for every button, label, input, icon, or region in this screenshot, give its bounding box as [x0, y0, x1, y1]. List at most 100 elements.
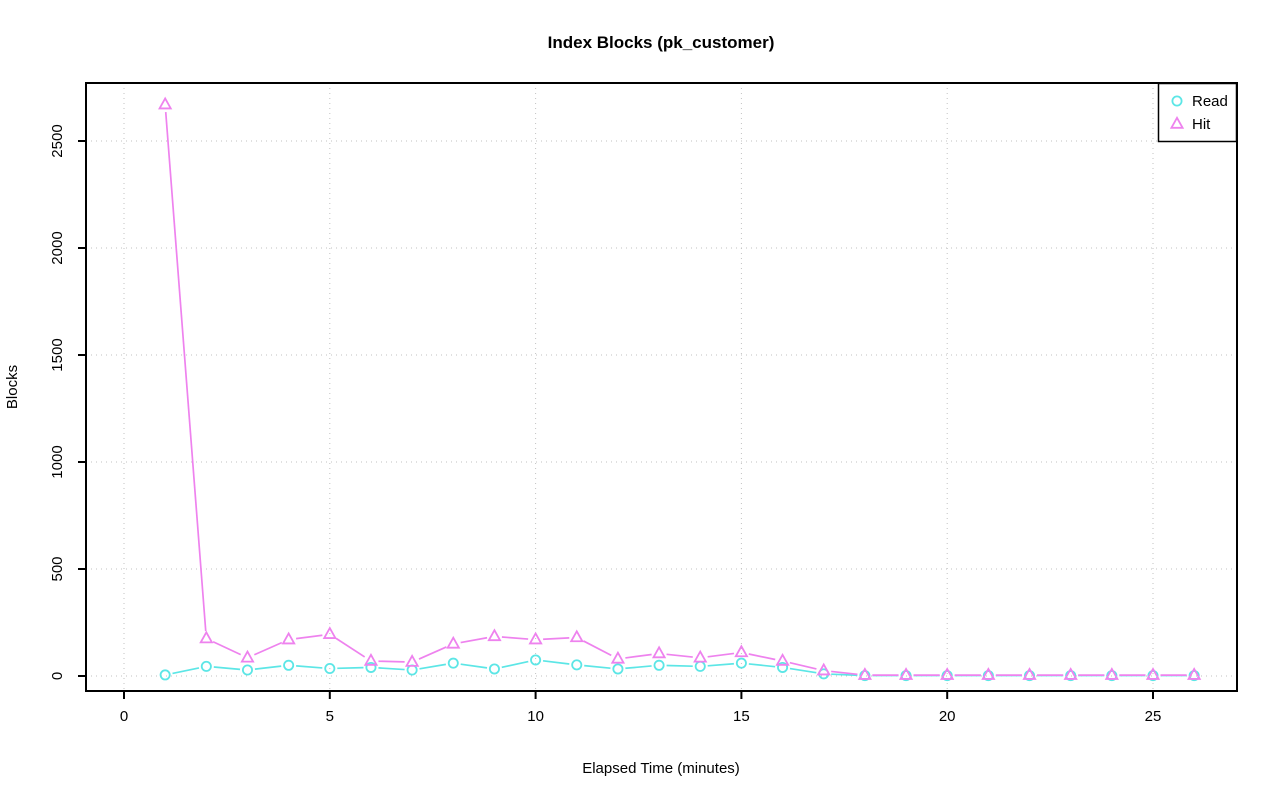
series-line-read — [789, 667, 817, 674]
series-line-hit — [625, 653, 652, 659]
series-line-read — [296, 665, 323, 669]
y-axis-label: Blocks — [4, 365, 21, 409]
legend-label-hit: Hit — [1192, 116, 1211, 133]
series-line-read — [254, 665, 282, 671]
series-line-hit — [378, 660, 405, 663]
y-tick-label: 0 — [49, 672, 66, 680]
series-line-hit — [253, 641, 283, 656]
grid-layer — [86, 83, 1237, 691]
x-tick-label: 20 — [939, 708, 956, 725]
series-line-hit — [501, 636, 529, 640]
legend-box — [1157, 82, 1238, 143]
axis-layer: 0 5 10 15 20 25 0 500 1000 1500 2000 2500 — [49, 124, 1161, 725]
x-tick-label: 0 — [120, 708, 128, 725]
series-line-hit — [583, 640, 612, 657]
data-point-read — [488, 663, 500, 675]
data-point-hit — [158, 96, 173, 110]
chart-title: Index Blocks (pk_customer) — [548, 33, 775, 52]
y-tick-label: 500 — [49, 556, 66, 581]
x-tick-label: 5 — [326, 708, 334, 725]
series-line-read — [460, 663, 488, 669]
series-line-read — [501, 660, 529, 669]
series-line-hit — [666, 653, 693, 658]
data-point-hit — [446, 635, 461, 649]
x-tick-label: 15 — [733, 708, 750, 725]
data-point-read — [365, 661, 377, 673]
data-point-hit — [199, 630, 214, 644]
series-line-hit — [831, 670, 858, 676]
data-point-hit — [775, 652, 790, 666]
series-line-read — [172, 667, 200, 675]
series-line-hit — [164, 112, 207, 632]
series-line-hit — [748, 653, 776, 661]
legend-label-read: Read — [1192, 93, 1228, 110]
hit-series-icon — [1169, 115, 1185, 129]
data-point-hit — [1145, 667, 1161, 680]
x-tick-label: 25 — [1145, 708, 1162, 725]
series-layer — [158, 96, 1202, 682]
series-line-hit — [418, 646, 447, 660]
series-line-read — [707, 662, 734, 667]
series-line-read — [584, 664, 611, 670]
data-point-hit — [651, 645, 667, 659]
series-line-read — [625, 665, 652, 670]
y-tick-label: 2500 — [49, 124, 66, 157]
data-point-hit — [487, 628, 502, 642]
data-point-hit — [281, 631, 296, 645]
data-point-read — [324, 663, 336, 675]
series-line-read — [419, 663, 447, 670]
data-point-read — [735, 657, 747, 669]
data-point-hit — [240, 649, 255, 663]
data-point-read — [653, 659, 665, 671]
series-line-hit — [789, 661, 817, 670]
data-point-read — [447, 657, 459, 669]
data-point-read — [241, 664, 253, 676]
series-line-read — [378, 667, 405, 671]
series-line-hit — [335, 637, 366, 658]
data-point-hit — [693, 649, 708, 663]
data-point-read — [571, 659, 583, 671]
data-point-hit — [1022, 667, 1037, 680]
data-point-read — [200, 660, 212, 672]
data-point-hit — [940, 667, 955, 680]
data-point-read — [283, 659, 295, 671]
data-point-hit — [363, 652, 379, 666]
series-line-hit — [707, 652, 735, 658]
y-tick-label: 2000 — [49, 231, 66, 264]
series-line-hit — [295, 634, 323, 640]
data-point-read — [159, 669, 171, 681]
x-axis-label: Elapsed Time (minutes) — [582, 760, 740, 777]
data-point-hit — [1104, 667, 1119, 680]
data-point-read — [777, 661, 789, 673]
series-line-hit — [543, 637, 570, 641]
data-point-hit — [981, 667, 996, 680]
data-point-hit — [610, 650, 626, 664]
y-tick-label: 1000 — [49, 445, 66, 478]
series-line-read — [542, 659, 570, 665]
read-series-icon — [1171, 95, 1183, 107]
series-line-read — [213, 666, 241, 671]
data-point-read — [530, 654, 542, 666]
legend: Read Hit — [1157, 82, 1238, 143]
data-point-hit — [1063, 667, 1078, 680]
series-line-read — [337, 666, 364, 670]
data-point-hit — [857, 667, 873, 680]
data-point-hit — [528, 631, 543, 645]
data-point-hit — [322, 626, 337, 639]
y-tick-label: 1500 — [49, 338, 66, 371]
data-point-hit — [734, 644, 749, 658]
series-line-hit — [460, 636, 488, 644]
data-point-hit — [569, 629, 584, 643]
series-line-read — [666, 664, 693, 668]
plot-border — [85, 82, 1238, 692]
data-point-hit — [816, 662, 831, 676]
data-point-hit — [1187, 667, 1202, 680]
data-point-read — [694, 660, 706, 672]
x-tick-label: 10 — [527, 708, 544, 725]
data-point-hit — [898, 667, 914, 680]
series-line-read — [831, 673, 858, 677]
series-line-hit — [212, 640, 242, 656]
data-point-hit — [404, 654, 420, 667]
